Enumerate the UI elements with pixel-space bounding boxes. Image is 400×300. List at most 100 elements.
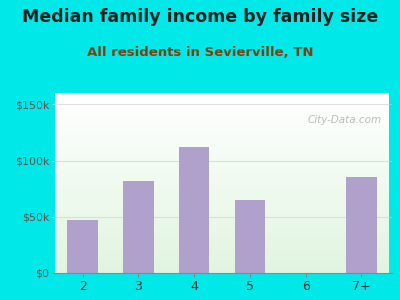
Bar	[179, 147, 210, 273]
Bar	[55, 185, 389, 187]
Bar	[55, 242, 389, 244]
Bar	[55, 212, 389, 214]
Bar	[55, 250, 389, 251]
Bar	[55, 255, 389, 257]
Bar	[55, 264, 389, 266]
Bar	[55, 156, 389, 158]
Bar	[55, 107, 389, 109]
Bar	[55, 124, 389, 125]
Bar	[55, 181, 389, 183]
Bar	[55, 131, 389, 133]
Bar	[55, 187, 389, 188]
Bar	[55, 109, 389, 111]
Bar	[55, 210, 389, 212]
Bar	[55, 167, 389, 169]
Bar	[55, 233, 389, 235]
Bar	[55, 111, 389, 113]
Bar	[55, 93, 389, 95]
Bar	[55, 176, 389, 178]
Bar	[55, 190, 389, 192]
Bar	[234, 200, 265, 273]
Bar	[55, 215, 389, 217]
Bar	[55, 188, 389, 190]
Bar	[55, 147, 389, 149]
Bar	[55, 224, 389, 226]
Bar	[55, 203, 389, 205]
Bar	[55, 194, 389, 196]
Bar	[55, 248, 389, 250]
Bar	[55, 120, 389, 122]
Bar	[55, 223, 389, 224]
Bar	[55, 196, 389, 197]
Bar	[55, 102, 389, 104]
Bar	[55, 259, 389, 260]
Bar	[55, 169, 389, 170]
Bar	[55, 122, 389, 124]
Bar	[55, 115, 389, 116]
Bar	[55, 260, 389, 262]
Bar	[55, 127, 389, 129]
Bar	[55, 129, 389, 131]
Bar	[55, 235, 389, 237]
Bar	[67, 220, 98, 273]
Bar	[55, 208, 389, 210]
Bar	[55, 145, 389, 147]
Bar	[55, 151, 389, 152]
Bar	[55, 246, 389, 248]
Bar	[55, 113, 389, 115]
Bar	[55, 266, 389, 268]
Bar	[123, 181, 154, 273]
Bar	[55, 257, 389, 259]
Bar	[55, 142, 389, 143]
Bar	[55, 178, 389, 179]
Bar	[55, 98, 389, 100]
Bar	[55, 228, 389, 230]
Bar	[55, 136, 389, 138]
Bar	[55, 163, 389, 165]
Bar	[55, 116, 389, 118]
Bar	[55, 100, 389, 102]
Bar	[55, 197, 389, 199]
Bar	[55, 174, 389, 176]
Bar	[55, 239, 389, 241]
Bar	[55, 179, 389, 181]
Bar	[55, 221, 389, 223]
Bar	[55, 97, 389, 98]
Bar	[55, 104, 389, 106]
Bar	[55, 160, 389, 161]
Bar	[55, 183, 389, 185]
Bar	[55, 201, 389, 203]
Bar	[55, 158, 389, 160]
Bar	[346, 177, 377, 273]
Bar	[55, 241, 389, 242]
Bar	[55, 199, 389, 201]
Bar	[55, 149, 389, 151]
Bar	[55, 165, 389, 167]
Bar	[55, 125, 389, 127]
Text: City-Data.com: City-Data.com	[308, 115, 382, 124]
Bar	[55, 244, 389, 246]
Bar	[55, 172, 389, 174]
Bar	[55, 217, 389, 219]
Bar	[55, 214, 389, 215]
Bar	[55, 251, 389, 253]
Bar	[55, 271, 389, 273]
Bar	[55, 232, 389, 233]
Text: Median family income by family size: Median family income by family size	[22, 8, 378, 26]
Bar	[55, 95, 389, 97]
Bar	[55, 140, 389, 142]
Bar	[55, 226, 389, 228]
Bar	[55, 133, 389, 134]
Text: All residents in Sevierville, TN: All residents in Sevierville, TN	[87, 46, 313, 59]
Bar	[55, 143, 389, 145]
Bar	[55, 237, 389, 239]
Bar	[55, 118, 389, 120]
Bar	[55, 152, 389, 154]
Bar	[55, 262, 389, 264]
Bar	[55, 170, 389, 172]
Bar	[55, 219, 389, 221]
Bar	[55, 268, 389, 269]
Bar	[55, 154, 389, 156]
Bar	[55, 161, 389, 163]
Bar	[55, 106, 389, 107]
